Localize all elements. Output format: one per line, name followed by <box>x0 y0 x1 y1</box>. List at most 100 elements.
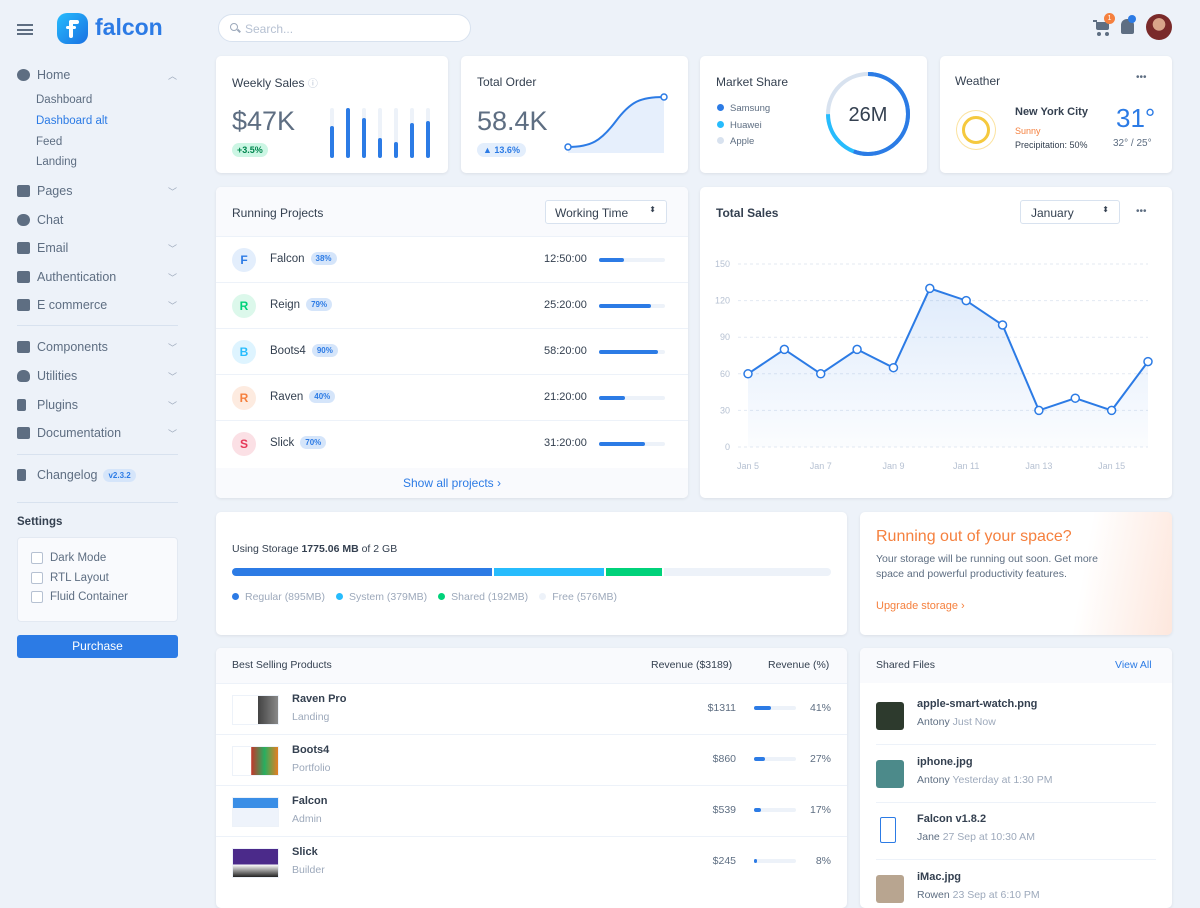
sales-point <box>744 370 752 378</box>
file-thumbnail <box>876 702 904 730</box>
purchase-button[interactable]: Purchase <box>17 635 178 658</box>
file-row[interactable]: iphone.jpg Antony Yesterday at 1:30 PM <box>860 746 1172 803</box>
precipitation: Precipitation: 50% <box>1015 140 1088 150</box>
view-all-link[interactable]: View All <box>1115 659 1152 671</box>
fluid-container-checkbox[interactable]: Fluid Container <box>31 591 128 603</box>
col-revenue-pct[interactable]: Revenue (%) <box>768 659 829 671</box>
sidebar-item-email[interactable]: Email﹀ <box>17 241 177 255</box>
chevron-down-icon: ﹀ <box>168 399 177 412</box>
chat-icon <box>17 214 30 226</box>
project-avatar: F <box>232 248 256 272</box>
storage-legend-item: Regular (895MB) <box>232 591 325 603</box>
project-avatar: R <box>232 386 256 410</box>
file-row[interactable]: iMac.jpg Rowen 23 Sep at 6:10 PM <box>860 861 1172 908</box>
unlock-icon <box>17 271 30 283</box>
pages-icon <box>17 185 30 197</box>
label: Pages <box>37 184 72 198</box>
file-time: 27 Sep at 10:30 AM <box>943 831 1035 843</box>
file-name[interactable]: apple-smart-watch.png <box>917 698 1037 710</box>
temp-range: 32° / 25° <box>1113 138 1152 149</box>
project-time: 58:20:00 <box>544 345 587 357</box>
file-name[interactable]: iphone.jpg <box>917 756 973 768</box>
label: Fluid Container <box>50 591 128 603</box>
sidebar-item-components[interactable]: Components﹀ <box>17 340 177 354</box>
product-name[interactable]: Boots4 <box>292 744 329 756</box>
project-percent-badge: 40% <box>309 390 335 403</box>
product-row[interactable]: Falcon Admin $539 17% <box>216 785 847 836</box>
label: RTL Layout <box>50 572 109 584</box>
sidebar-sub-landing[interactable]: Landing <box>36 156 77 168</box>
weekly-bar <box>346 108 350 158</box>
project-name: Falcon <box>270 253 305 265</box>
sidebar-item-chat[interactable]: Chat <box>17 213 177 227</box>
more-options-icon[interactable]: ••• <box>1136 206 1147 217</box>
product-name[interactable]: Slick <box>292 846 318 858</box>
storage-segment <box>664 568 831 576</box>
brand-name[interactable]: falcon <box>95 14 163 41</box>
upgrade-title: Running out of your space? <box>876 528 1072 546</box>
x-tick-label: Jan 15 <box>1098 461 1125 471</box>
project-avatar: R <box>232 294 256 318</box>
sales-point <box>1071 394 1079 402</box>
y-tick-label: 150 <box>715 259 730 269</box>
title: Weekly Sales <box>232 76 304 90</box>
plug-icon <box>17 399 26 411</box>
sidebar-item-home[interactable]: Home︿ <box>17 68 177 82</box>
sidebar-item-authentication[interactable]: Authentication﹀ <box>17 270 177 284</box>
sidebar-sub-feed[interactable]: Feed <box>36 136 62 148</box>
product-revenue: $539 <box>713 804 736 816</box>
envelope-icon <box>17 242 30 254</box>
upgrade-storage-link[interactable]: Upgrade storage › <box>876 600 965 612</box>
product-thumbnail <box>232 746 279 776</box>
y-tick-label: 0 <box>725 442 730 452</box>
more-options-icon[interactable]: ••• <box>1136 72 1147 83</box>
file-row[interactable]: apple-smart-watch.png Antony Just Now <box>860 688 1172 745</box>
product-name[interactable]: Falcon <box>292 795 327 807</box>
sidebar-item-plugins[interactable]: Plugins﹀ <box>17 398 177 412</box>
label: Utilities <box>37 369 77 383</box>
month-select[interactable]: January⬍ <box>1020 200 1120 224</box>
sidebar-sub-dashboard-alt[interactable]: Dashboard alt <box>36 115 108 127</box>
storage-legend: Regular (895MB)System (379MB)Shared (192… <box>232 591 617 603</box>
notification-dot <box>1128 15 1136 23</box>
rtl-layout-checkbox[interactable]: RTL Layout <box>31 572 109 584</box>
sidebar-item-utilities[interactable]: Utilities﹀ <box>17 369 177 383</box>
storage-legend-item: Shared (192MB) <box>438 591 528 603</box>
working-time-select[interactable]: Working Time⬍ <box>545 200 667 224</box>
sidebar-item-ecommerce[interactable]: E commerce﹀ <box>17 298 177 312</box>
sales-point <box>926 284 934 292</box>
product-name[interactable]: Raven Pro <box>292 693 346 705</box>
search-input[interactable]: Search... <box>218 14 471 42</box>
file-name[interactable]: Falcon v1.8.2 <box>917 813 986 825</box>
col-revenue[interactable]: Revenue ($3189) <box>651 659 732 671</box>
product-row[interactable]: Boots4 Portfolio $860 27% <box>216 734 847 785</box>
file-row[interactable]: Falcon v1.8.2 Jane 27 Sep at 10:30 AM <box>860 803 1172 860</box>
dark-mode-checkbox[interactable]: Dark Mode <box>31 552 106 564</box>
avatar[interactable] <box>1146 14 1172 40</box>
sidebar-sub-dashboard[interactable]: Dashboard <box>36 94 92 106</box>
label: Apple <box>730 136 754 147</box>
sort-icon: ⬍ <box>1102 205 1109 214</box>
divider <box>17 325 178 326</box>
product-percent: 27% <box>810 753 831 765</box>
weekly-bar <box>410 108 414 158</box>
menu-toggle-icon[interactable] <box>17 24 33 35</box>
sales-point <box>1108 406 1116 414</box>
question-icon[interactable]: ⓘ <box>308 79 318 90</box>
sidebar-item-pages[interactable]: Pages﹀ <box>17 184 177 198</box>
project-name: Slick <box>270 437 294 449</box>
temperature: 31° <box>1116 103 1155 134</box>
show-all-projects-link[interactable]: Show all projects › <box>216 468 688 498</box>
file-name[interactable]: iMac.jpg <box>917 871 961 883</box>
product-row[interactable]: Slick Builder $245 8% <box>216 836 847 887</box>
product-row[interactable]: Raven Pro Landing $1311 41% <box>216 683 847 734</box>
sidebar-item-documentation[interactable]: Documentation﹀ <box>17 426 177 440</box>
